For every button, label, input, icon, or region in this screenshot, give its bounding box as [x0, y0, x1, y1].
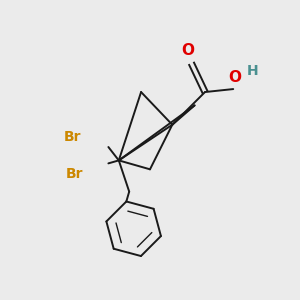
Text: Br: Br: [66, 167, 83, 181]
Text: Br: Br: [64, 130, 82, 144]
Text: H: H: [247, 64, 258, 78]
Text: O: O: [228, 70, 241, 85]
Text: O: O: [182, 44, 194, 59]
